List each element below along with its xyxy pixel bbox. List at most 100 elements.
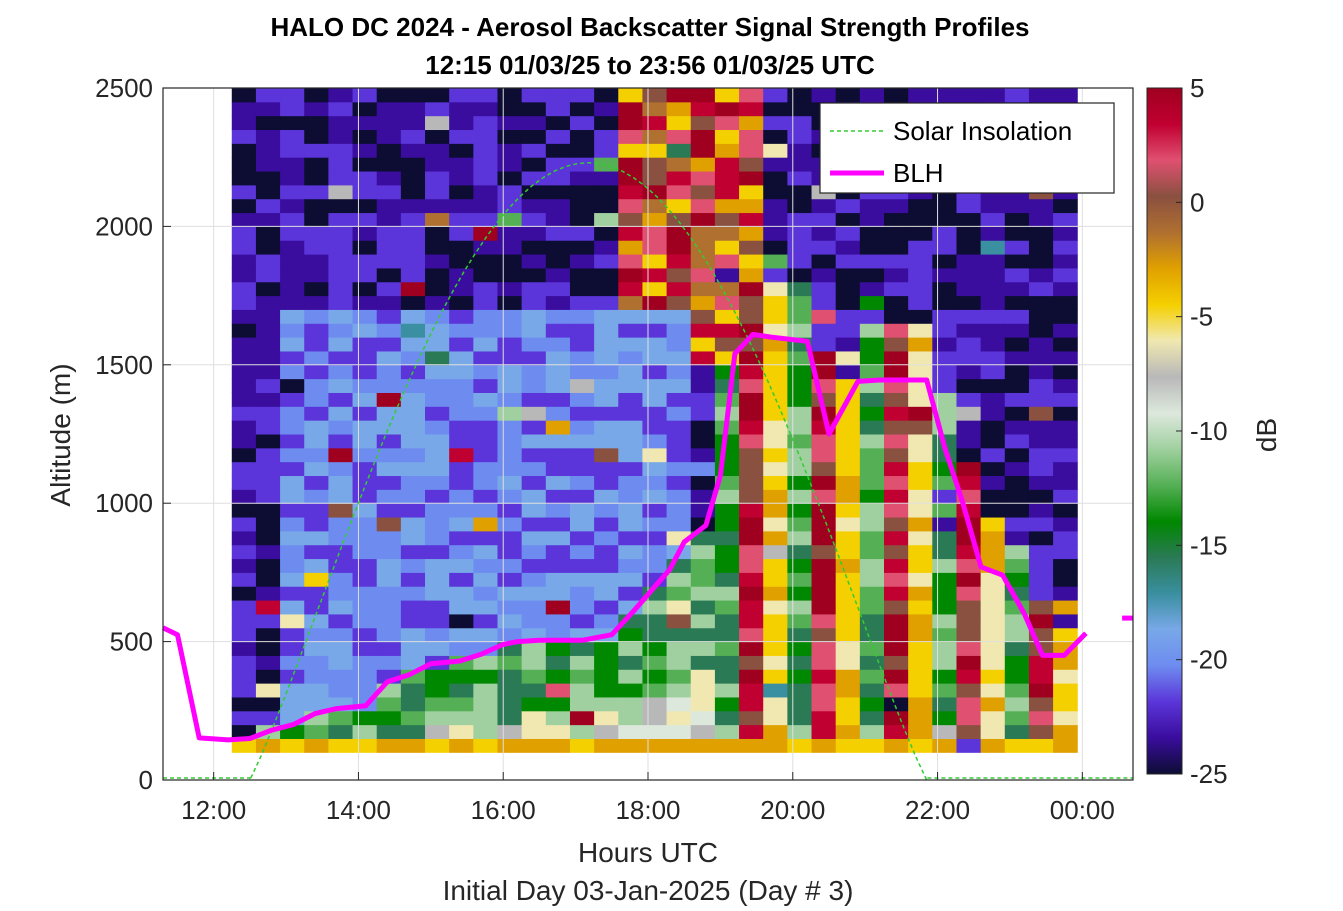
heatmap-cell <box>304 683 329 698</box>
heatmap-cell <box>908 627 933 643</box>
heatmap-cell <box>642 157 668 172</box>
heatmap-cell <box>255 503 281 518</box>
heatmap-cell <box>328 254 354 269</box>
heatmap-cell <box>449 226 474 241</box>
heatmap-cell <box>569 461 595 477</box>
heatmap-cell <box>594 157 619 172</box>
heatmap-cell <box>1053 461 1078 477</box>
heatmap-cell <box>787 696 813 712</box>
heatmap-cell <box>497 350 523 366</box>
heatmap-cell <box>449 586 474 601</box>
heatmap-cell <box>787 226 813 241</box>
heatmap-cell <box>1053 198 1078 214</box>
heatmap-cell <box>1053 88 1078 103</box>
heatmap-cell <box>497 378 523 393</box>
heatmap-cell <box>521 323 547 338</box>
x-tick-label: 22:00 <box>905 795 970 825</box>
heatmap-cell <box>714 337 740 352</box>
heatmap-cell <box>569 184 595 200</box>
heatmap-cell <box>376 88 402 103</box>
heatmap-cell <box>884 406 909 421</box>
heatmap-cell <box>1028 254 1054 269</box>
heatmap-cell <box>594 738 619 753</box>
heatmap-cell <box>739 572 764 587</box>
heatmap-cell <box>980 212 1006 227</box>
heatmap-cell <box>666 309 692 324</box>
heatmap-cell <box>473 710 498 726</box>
heatmap-cell <box>352 558 378 573</box>
heatmap-cell <box>666 88 692 103</box>
heatmap-cell <box>569 295 595 310</box>
heatmap-cell <box>1028 281 1054 297</box>
heatmap-cell <box>1028 198 1054 214</box>
heatmap-cell <box>328 101 354 117</box>
heatmap-cell <box>473 738 498 753</box>
heatmap-cell <box>739 212 764 227</box>
heatmap-cell <box>787 724 813 739</box>
heatmap-cell <box>1053 212 1078 227</box>
heatmap-cell <box>763 157 788 172</box>
colorbar-tick-label: 5 <box>1190 73 1204 103</box>
heatmap-cell <box>376 627 402 643</box>
heatmap-cell <box>594 489 619 504</box>
heatmap-cell <box>304 586 329 601</box>
heatmap-cell <box>811 641 837 656</box>
heatmap-cell <box>811 212 837 227</box>
heatmap-cell <box>956 738 982 753</box>
heatmap-cell <box>594 641 619 656</box>
heatmap-cell <box>1004 669 1030 684</box>
heatmap-cell <box>328 489 354 504</box>
heatmap-cell <box>884 392 909 407</box>
heatmap-cell <box>304 489 329 504</box>
heatmap-cell <box>642 641 668 656</box>
heatmap-cell <box>763 254 788 269</box>
heatmap-cell <box>618 378 643 393</box>
heatmap-cell <box>811 461 837 477</box>
heatmap-cell <box>473 696 498 712</box>
heatmap-cell <box>908 503 933 518</box>
heatmap-cell <box>376 517 402 532</box>
heatmap-cell <box>980 295 1006 310</box>
heatmap-cell <box>690 420 716 435</box>
heatmap-cell <box>1004 475 1030 490</box>
heatmap-cell <box>763 171 788 186</box>
heatmap-cell <box>497 198 523 214</box>
heatmap-cell <box>594 544 619 560</box>
heatmap-cell <box>1028 226 1054 241</box>
heatmap-cell <box>859 655 885 670</box>
heatmap-cell <box>763 544 788 560</box>
heatmap-cell <box>352 254 378 269</box>
heatmap-cell <box>739 240 764 255</box>
heatmap-cell <box>425 323 450 338</box>
heatmap-cell <box>473 323 498 338</box>
heatmap-cell <box>787 254 813 269</box>
heatmap-cell <box>280 392 305 407</box>
heatmap-cell <box>400 226 426 241</box>
heatmap-cell <box>231 295 257 310</box>
heatmap-cell <box>569 157 595 172</box>
heatmap-cell <box>763 88 788 103</box>
heatmap-cell <box>956 434 982 449</box>
heatmap-cell <box>884 461 909 477</box>
heatmap-cell <box>690 240 716 255</box>
heatmap-cell <box>811 226 837 241</box>
heatmap-cell <box>714 129 740 144</box>
heatmap-cell <box>642 309 668 324</box>
heatmap-cell <box>473 655 498 670</box>
heatmap-cell <box>1004 254 1030 269</box>
heatmap-cell <box>690 392 716 407</box>
heatmap-cell <box>618 101 643 117</box>
heatmap-cell <box>231 530 257 546</box>
heatmap-cell <box>473 517 498 532</box>
heatmap-cell <box>908 337 933 352</box>
heatmap-cell <box>594 475 619 490</box>
heatmap-cell <box>980 392 1006 407</box>
heatmap-cell <box>787 115 813 131</box>
heatmap-cell <box>231 323 257 338</box>
heatmap-cell <box>739 724 764 739</box>
heatmap-cell <box>255 489 281 504</box>
heatmap-cell <box>569 641 595 656</box>
heatmap-cell <box>376 226 402 241</box>
heatmap-cell <box>521 378 547 393</box>
